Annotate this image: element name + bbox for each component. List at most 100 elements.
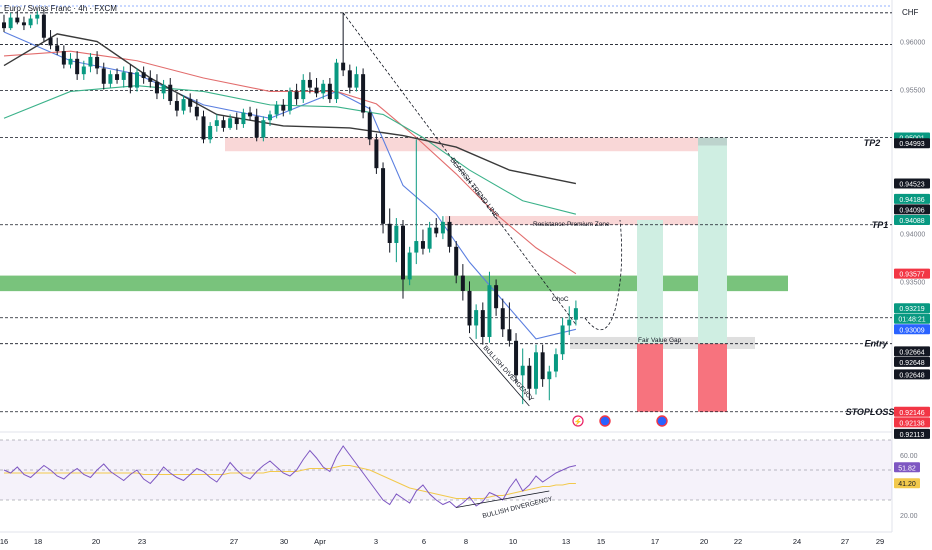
candle-body xyxy=(208,125,213,140)
candle-body xyxy=(61,51,66,65)
candle-body xyxy=(381,168,386,224)
price-tag-text: 0.94523 xyxy=(899,182,924,189)
price-tag-text: 0.93009 xyxy=(899,327,924,334)
time-axis-label: 6 xyxy=(422,537,426,546)
rsi-value-tag xyxy=(894,478,920,489)
tp2-top-band xyxy=(698,137,727,146)
candle-body xyxy=(334,62,339,100)
candle-body xyxy=(467,290,472,326)
candle-body xyxy=(307,79,312,88)
candle-body xyxy=(95,56,100,69)
demand-band xyxy=(0,275,788,292)
candle-body xyxy=(2,22,6,29)
price-tag xyxy=(894,406,930,417)
price-tag-text: 0.92648 xyxy=(899,360,924,367)
time-axis-label: 17 xyxy=(651,537,659,546)
lightning-event-icon xyxy=(572,415,584,427)
candle-body xyxy=(434,227,439,234)
time-axis-label: 27 xyxy=(230,537,238,546)
time-axis-label: 10 xyxy=(509,537,517,546)
entry-label: Entry xyxy=(864,339,888,349)
price-tag xyxy=(894,369,930,380)
stoploss-label: STOPLOSS xyxy=(846,407,895,417)
candle-body xyxy=(181,99,186,111)
price-tick-label: 0.96000 xyxy=(900,40,925,47)
candle-body xyxy=(154,81,159,94)
candle-body xyxy=(534,352,538,389)
candle-body xyxy=(128,72,133,88)
candle-body xyxy=(101,68,106,84)
economic-event-icon xyxy=(599,415,611,427)
candle-body xyxy=(414,241,419,253)
candle-body xyxy=(527,365,532,389)
candle-body xyxy=(314,87,319,94)
candle-body xyxy=(327,83,332,100)
candle-body xyxy=(301,79,306,100)
price-tag xyxy=(894,303,930,314)
candle-body xyxy=(174,101,179,111)
candle-body xyxy=(214,120,219,126)
candle-body xyxy=(494,285,499,309)
candle-body xyxy=(228,118,233,128)
candle-body xyxy=(567,319,572,326)
time-axis-label: 20 xyxy=(92,537,100,546)
candle-body xyxy=(194,106,199,117)
tp1-label: TP1 xyxy=(872,220,889,230)
price-tag xyxy=(894,138,930,149)
rsi-value-tag-text: 51.82 xyxy=(898,465,916,472)
candle-body xyxy=(387,223,392,243)
candle-body xyxy=(407,252,412,280)
time-axis-label: 30 xyxy=(280,537,288,546)
tp2-position-box xyxy=(698,137,727,344)
candle-body xyxy=(188,99,193,107)
candle-body xyxy=(21,22,26,26)
candle-body xyxy=(261,120,266,138)
candle-body xyxy=(514,340,519,376)
price-tag xyxy=(894,214,930,225)
candle-body xyxy=(121,72,126,80)
time-axis-label: 27 xyxy=(841,537,849,546)
price-tag-text: 0.92664 xyxy=(899,349,924,356)
candle-body xyxy=(420,241,425,249)
price-tag-text: 0.92138 xyxy=(899,420,924,427)
candle-body xyxy=(115,74,120,80)
price-tag xyxy=(894,193,930,204)
projection-path xyxy=(584,219,623,330)
tp1-position-box xyxy=(637,219,663,344)
time-axis-label: 15 xyxy=(597,537,605,546)
candle-body xyxy=(454,246,459,276)
candle-body xyxy=(201,116,206,140)
time-axis-label: 29 xyxy=(876,537,884,546)
candle-body xyxy=(460,275,465,291)
candle-body xyxy=(500,308,505,330)
price-tag xyxy=(894,428,930,439)
rsi-divergence-line xyxy=(456,490,550,508)
candle-body xyxy=(241,112,246,125)
candle-body xyxy=(540,352,545,380)
time-axis-label: 20 xyxy=(700,537,708,546)
candle-body xyxy=(234,118,239,125)
price-tag xyxy=(894,356,930,367)
time-axis-label: 18 xyxy=(34,537,42,546)
candle-body xyxy=(28,18,33,26)
sl1-position-box xyxy=(637,343,663,412)
time-axis-label: 23 xyxy=(138,537,146,546)
candle-body xyxy=(321,83,326,94)
time-axis-label: 22 xyxy=(734,537,742,546)
candle-body xyxy=(487,285,492,337)
candle-body xyxy=(447,221,452,247)
price-tag xyxy=(894,417,930,428)
candle-body xyxy=(287,91,292,111)
supply-zone xyxy=(225,137,727,152)
candle-body xyxy=(41,14,46,38)
candle-body xyxy=(254,116,259,138)
candle-body xyxy=(221,120,226,128)
ema-line-green xyxy=(3,85,577,215)
candle-body xyxy=(560,325,565,355)
candle-body xyxy=(274,104,279,115)
price-tag xyxy=(894,204,930,215)
candle-body xyxy=(88,56,93,67)
sl2-position-box xyxy=(698,343,727,412)
price-tag-text: 0.93219 xyxy=(899,306,924,313)
